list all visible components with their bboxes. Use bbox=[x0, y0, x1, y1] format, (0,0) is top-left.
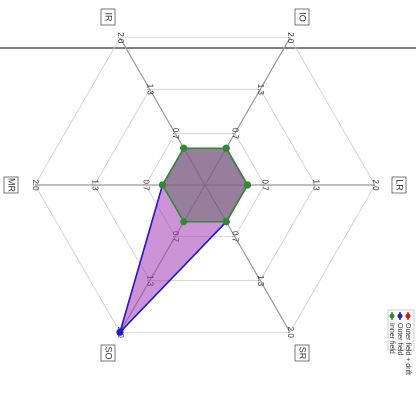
legend-label: Inner field bbox=[388, 323, 395, 354]
series-point bbox=[244, 181, 251, 189]
axis-label-box bbox=[294, 8, 310, 26]
series-point bbox=[116, 328, 124, 336]
tick-label: 2.0 bbox=[371, 179, 380, 191]
tick-label: 1.3 bbox=[311, 179, 320, 191]
axis-label: IO bbox=[298, 12, 308, 22]
tick-label: 1.3 bbox=[146, 275, 155, 287]
axis-label: IR bbox=[104, 12, 114, 22]
tick-label: 0.7 bbox=[141, 179, 150, 191]
tick-label: 2.0 bbox=[116, 32, 125, 44]
legend-label: Outer field + drift bbox=[404, 323, 411, 375]
series-point bbox=[159, 181, 166, 189]
axis-label-box bbox=[100, 344, 116, 362]
legend-dot bbox=[405, 313, 411, 319]
axis-label: SR bbox=[298, 347, 308, 360]
tick-label: 0.7 bbox=[171, 231, 180, 243]
series-point bbox=[222, 218, 230, 226]
tick-label: 1.3 bbox=[90, 179, 99, 191]
tick-label: 1.3 bbox=[146, 84, 155, 96]
tick-label: 1.3 bbox=[256, 275, 265, 287]
tick-label: 0.7 bbox=[260, 179, 269, 191]
legend-dot bbox=[389, 313, 395, 319]
axis-label-box bbox=[294, 344, 310, 362]
tick-label: 2.0 bbox=[31, 179, 40, 191]
legend-dot bbox=[397, 313, 403, 319]
legend-label: Outer field bbox=[396, 323, 403, 355]
axis-label-box bbox=[100, 8, 116, 26]
tick-label: 1.3 bbox=[256, 84, 265, 96]
series-point bbox=[180, 218, 188, 226]
tick-label: 2.0 bbox=[286, 32, 295, 44]
tick-label: 0.7 bbox=[231, 128, 240, 140]
series-point bbox=[222, 144, 230, 152]
axis-label: LR bbox=[395, 179, 405, 191]
axis-label: MR bbox=[7, 178, 17, 192]
tick-label: 0.7 bbox=[231, 231, 240, 243]
tick-label: 0.7 bbox=[171, 128, 180, 140]
series-point bbox=[180, 144, 188, 152]
axis-label-box bbox=[391, 176, 407, 194]
axis-label-box bbox=[3, 176, 19, 194]
tick-label: 2.0 bbox=[286, 327, 295, 339]
axis-label: SO bbox=[104, 347, 114, 360]
